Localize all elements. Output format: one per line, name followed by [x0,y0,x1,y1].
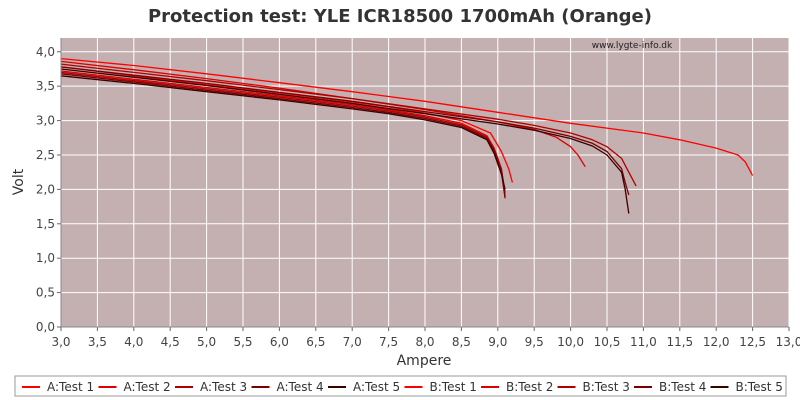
x-tick-label: 8,5 [452,335,471,349]
chart-title: Protection test: YLE ICR18500 1700mAh (O… [148,6,652,27]
x-tick-label: 4,0 [124,335,143,349]
x-tick-label: 6,5 [306,335,325,349]
y-tick-label: 3,5 [36,79,55,93]
x-tick-label: 10,0 [557,335,584,349]
series-line-b-test-1 [60,57,754,176]
x-tick-label: 12,5 [739,335,766,349]
x-tick-label: 11,0 [630,335,657,349]
y-tick-label: 0,5 [36,286,55,300]
legend-label: A:Test 5 [353,380,400,394]
y-tick-label: 0,0 [36,320,55,334]
x-tick-label: 9,0 [488,335,507,349]
x-tick-label: 7,0 [343,335,362,349]
x-tick-label: 4,5 [161,335,180,349]
legend-label: A:Test 1 [47,380,94,394]
legend-label: B:Test 1 [430,380,477,394]
x-tick-label: 7,5 [379,335,398,349]
y-tick-label: 4,0 [36,45,55,59]
legend-label: A:Test 2 [124,380,171,394]
x-tick-label: 5,5 [233,335,252,349]
x-tick-label: 3,0 [51,335,70,349]
y-tick-label: 1,0 [36,251,55,265]
legend-label: B:Test 5 [736,380,783,394]
x-tick-label: 8,0 [415,335,434,349]
y-tick-label: 2,0 [36,182,55,196]
legend-box [14,375,787,397]
y-tick-label: 1,5 [36,217,55,231]
series-line-b-test-2 [60,60,586,168]
y-tick-label: 2,5 [36,148,55,162]
series-line-b-test-3 [60,63,637,187]
x-tick-label: 10,5 [594,335,621,349]
x-tick-label: 13,0 [776,335,800,349]
series-lines [60,57,754,214]
x-tick-label: 12,0 [703,335,730,349]
x-tick-label: 11,5 [666,335,693,349]
series-line-b-test-4 [60,66,630,196]
x-tick-label: 3,5 [88,335,107,349]
x-axis-title: Ampere [397,353,452,369]
series-line-a-test-5 [60,75,506,190]
legend-label: B:Test 3 [583,380,630,394]
series-line-a-test-1 [60,66,514,183]
y-tick-label: 3,0 [36,114,55,128]
series-line-a-test-4 [60,73,506,199]
x-tick-label: 6,0 [270,335,289,349]
series-line-b-test-5 [60,68,630,214]
legend-label: B:Test 2 [506,380,553,394]
x-tick-label: 9,5 [525,335,544,349]
x-tick-label: 5,0 [197,335,216,349]
legend: A:Test 1 A:Test 2 A:Test 3 A:Test 4 A:Test 5… [22,380,783,394]
y-axis-title: Volt [11,168,27,195]
series-line-a-test-3 [60,71,506,197]
watermark-text: www.lygte-info.dk [592,41,673,51]
legend-label: A:Test 4 [277,380,324,394]
axes: 3,0 3,5 4,0 4,5 5,0 5,5 6,0 6,5 7,0 7,5 8,0 8,5 9,0 9… [36,38,800,349]
legend-label: A:Test 3 [200,380,247,394]
legend-label: B:Test 4 [659,380,706,394]
